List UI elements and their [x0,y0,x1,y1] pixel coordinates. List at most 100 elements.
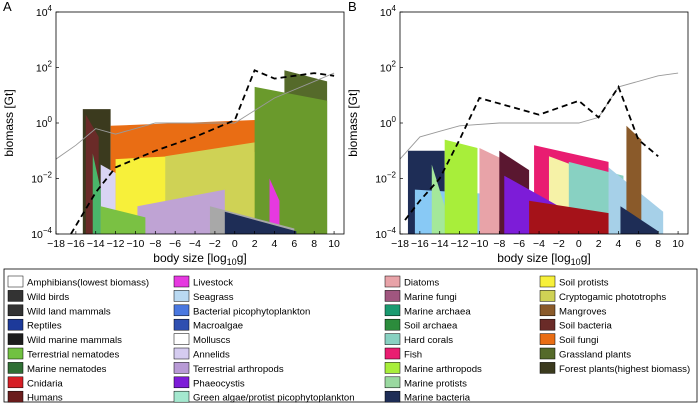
y-tick-label: 100 [36,115,53,130]
x-tick-label: −4 [533,238,545,250]
legend-item-label: Hard corals [404,335,453,346]
x-tick-label: −14 [87,238,105,250]
legend-item-label: Wild birds [27,292,69,303]
panel-b-area-2 [431,164,445,234]
x-tick-label: −8 [149,238,161,250]
legend-item-label: Mangroves [559,306,607,317]
x-tick-label: −16 [411,238,429,250]
legend-item-label: Molluscs [193,335,231,346]
bacteria-icon [173,304,190,317]
legend-item-label: Soil protists [559,278,609,289]
x-tick-label: −10 [471,238,489,250]
y-tick-label: 10−2 [31,171,52,186]
x-tick-label: −10 [127,238,145,250]
panel-b-areas [407,125,664,234]
archaea-icon [384,304,401,317]
legend-item-label: Marine arthropods [404,364,482,375]
legend-item-label: Wild marine mammals [27,335,122,346]
legend-item-label: Cnidaria [27,378,63,389]
x-tick-label: 0 [232,238,238,250]
legend-item-label: Humans [27,393,63,404]
mushroom-icon [539,333,556,345]
panel-b: −18 −16 −14 −12 −10 −8 −6 −4 −2 0 2 4 6 8 10 10−410−21… [346,4,689,267]
mollusc-icon [173,333,190,345]
x-tick-label: 6 [635,238,641,250]
ant-icon [173,362,190,374]
legend-item-label: Soil fungi [559,335,598,346]
legend-item-label: Macroalgae [193,321,243,332]
legend-box [3,268,698,403]
panel-label-b: B [348,0,357,14]
panel-a-area-10 [254,86,328,234]
legend-item-label: Forest plants(highest biomass) [559,364,690,375]
bird-icon [7,290,24,302]
lizard-icon [7,318,24,331]
panel-b-area-10 [529,200,619,234]
x-tick-label: −12 [451,238,469,250]
panel-b-lines [400,72,679,221]
legend-item-label: Reptiles [27,321,62,332]
whale-icon [7,333,24,345]
panel-b-xlabel: body size [log10g] [497,251,590,267]
panel-a-area-5 [137,189,225,234]
x-tick-label: 4 [272,238,278,250]
x-tick-label: −18 [47,238,65,250]
frog-icon [7,275,24,288]
panel-b-xticks: −18 −16 −14 −12 −10 −8 −6 −4 −2 0 2 4 6 8 10 [391,231,684,250]
legend-items: Amphibians(lowest biomass) Wild birds Wild… [7,275,690,404]
cow-icon [173,275,190,288]
annelid-icon [173,347,190,360]
legend-item-label: Amphibians(lowest biomass) [27,278,149,289]
legend-item-label: Marine protists [404,378,467,389]
bacteria-icon [539,318,556,331]
legend-item-label: Diatoms [404,278,439,289]
legend-item-label: Bacterial picophytoplankton [193,306,310,317]
legend-item-label: Soil bacteria [559,321,612,332]
legend-item-label: Cryptogamic phototrophs [559,292,666,303]
panel-b-area-3 [444,139,478,234]
bacteria-icon [384,390,401,403]
fish-icon [384,347,401,360]
y-tick-label: 104 [380,4,397,19]
x-tick-label: −8 [493,238,505,250]
worm-icon [7,362,24,374]
panel-a: −18 −16 −14 −12 −10 −8 −6 −4 −2 0 2 4 6 8 10 10−410−21… [2,4,345,267]
x-tick-label: 8 [311,238,317,250]
x-tick-label: 6 [291,238,297,250]
legend-item-label: Green algae/protist picophytoplankton [193,393,355,404]
x-tick-label: 8 [655,238,661,250]
x-tick-label: −18 [391,238,409,250]
jellyfish-icon [7,376,24,389]
legend-item-label: Marine nematodes [27,364,107,375]
seagrass-icon [173,290,190,302]
panel-a-yticks: 10−4 10−2 100 102 104 [31,4,59,241]
panel-a-area-13 [224,211,297,234]
panel-b-ylabel: biomass [Gt] [346,89,360,156]
x-tick-label: 10 [328,238,340,250]
grass-icon [539,347,556,360]
colony-icon [173,376,190,389]
panel-b-area-12 [626,125,642,234]
x-tick-label: 2 [252,238,258,250]
legend-item-label: Terrestrial arthropods [193,364,284,375]
legend-item-label: Grassland plants [559,350,631,361]
legend-item-label: Seagrass [193,292,234,303]
legend-item-label: Wild land mammals [27,306,111,317]
moss-icon [539,290,556,302]
legend-item-label: Terrestrial nematodes [27,350,119,361]
tree-icon [539,304,556,317]
legend-item-label: Livestock [193,278,233,289]
panel-a-ylabel: biomass [Gt] [2,89,16,156]
panel-a-dashed-line [70,69,335,234]
y-tick-label: 100 [380,115,397,130]
fungi-icon [384,290,401,302]
x-tick-label: −4 [189,238,201,250]
x-tick-label: 0 [576,238,582,250]
y-tick-label: 10−4 [375,226,396,241]
x-tick-label: 10 [672,238,684,250]
panel-b-dashed-line [404,84,659,221]
legend-item-label: Phaeocystis [193,378,245,389]
panel-a-area-7 [92,153,101,234]
x-tick-label: −14 [431,238,449,250]
